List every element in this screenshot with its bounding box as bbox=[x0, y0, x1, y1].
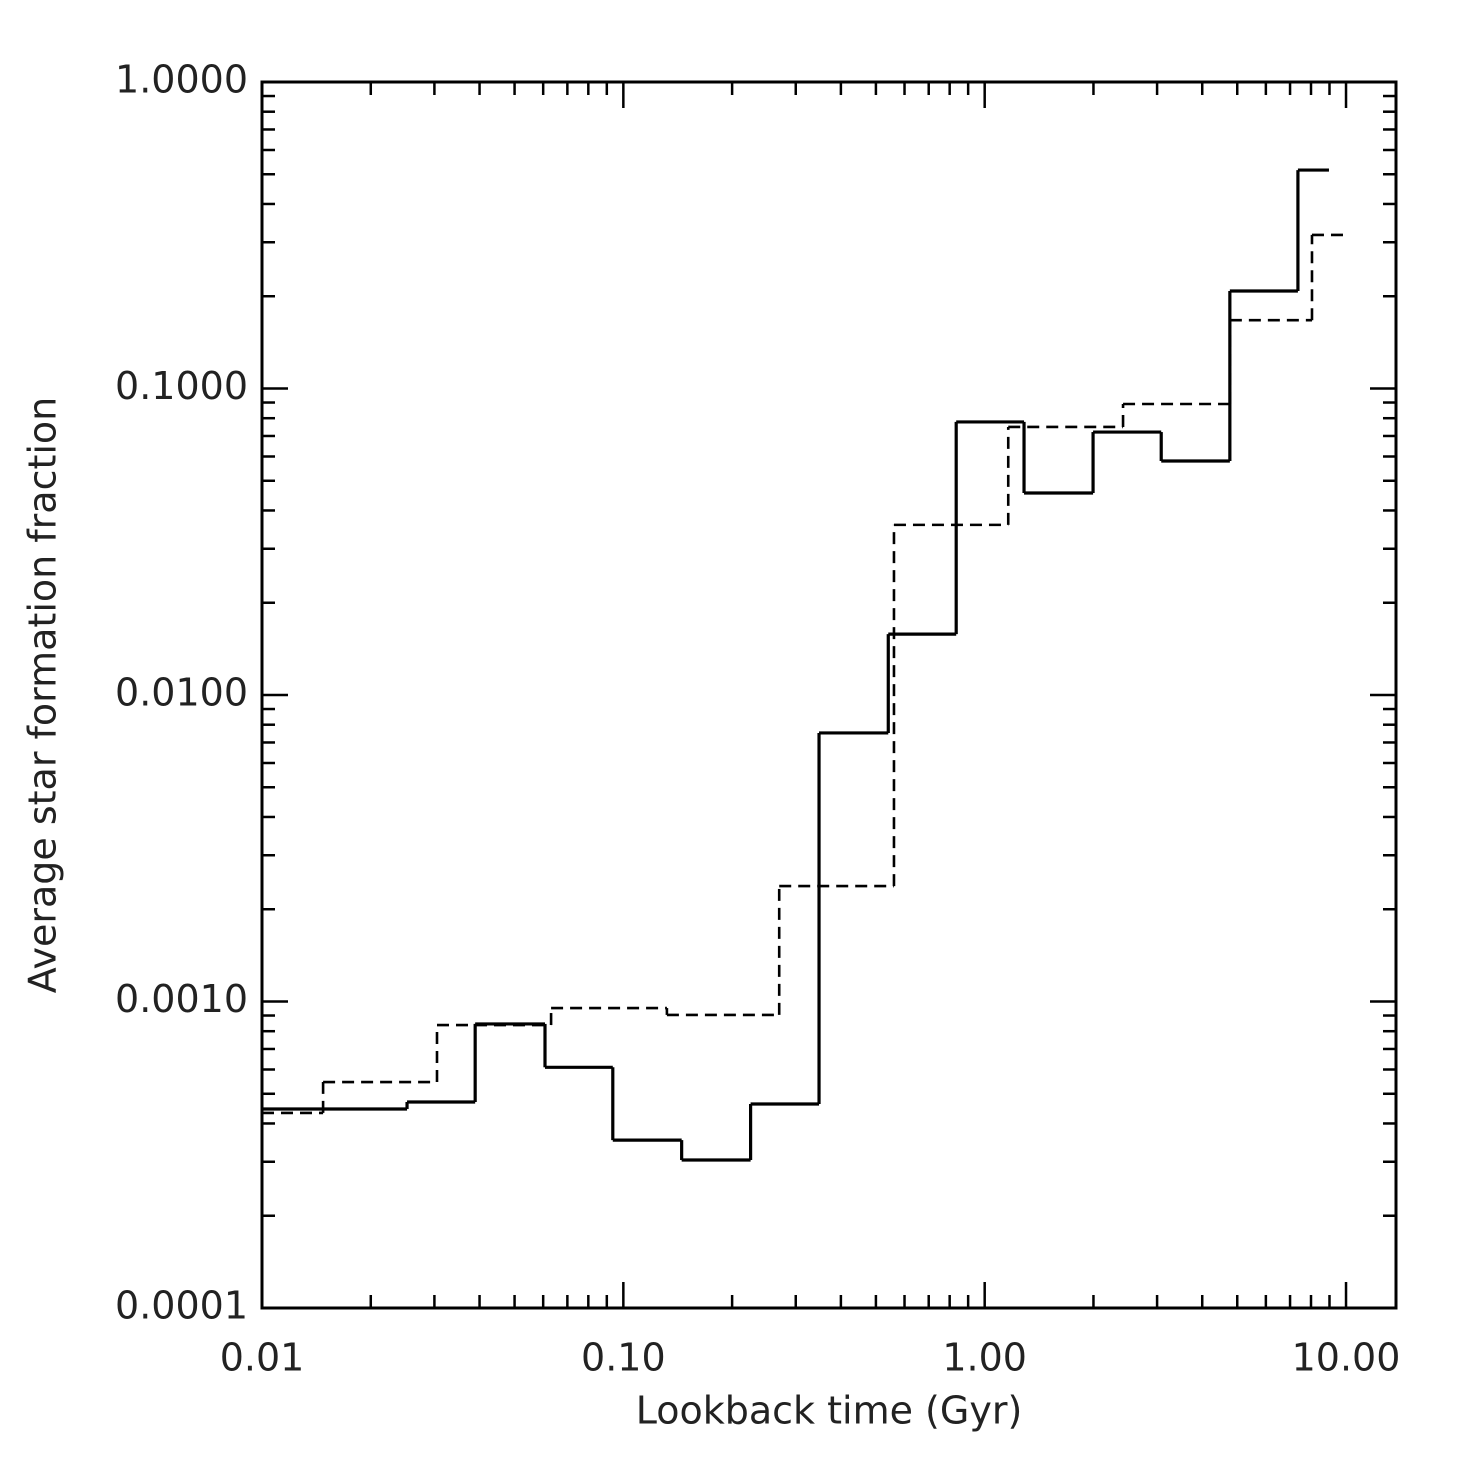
y-tick-label: 0.1000 bbox=[115, 364, 248, 408]
x-tick-label: 1.00 bbox=[942, 1336, 1027, 1380]
plot-frame bbox=[260, 80, 1398, 1310]
y-tick-label: 1.0000 bbox=[115, 58, 248, 102]
x-tick-label: 10.00 bbox=[1292, 1336, 1401, 1380]
y-tick-label: 0.0010 bbox=[115, 977, 248, 1021]
x-tick-label: 0.01 bbox=[220, 1336, 305, 1380]
y-tick-label: 0.0100 bbox=[115, 671, 248, 715]
x-tick-label: 0.10 bbox=[581, 1336, 666, 1380]
y-tick-label: 0.0001 bbox=[115, 1284, 248, 1328]
y-axis-label: Average star formation fraction bbox=[21, 397, 65, 994]
x-axis-label: Lookback time (Gyr) bbox=[636, 1389, 1023, 1433]
